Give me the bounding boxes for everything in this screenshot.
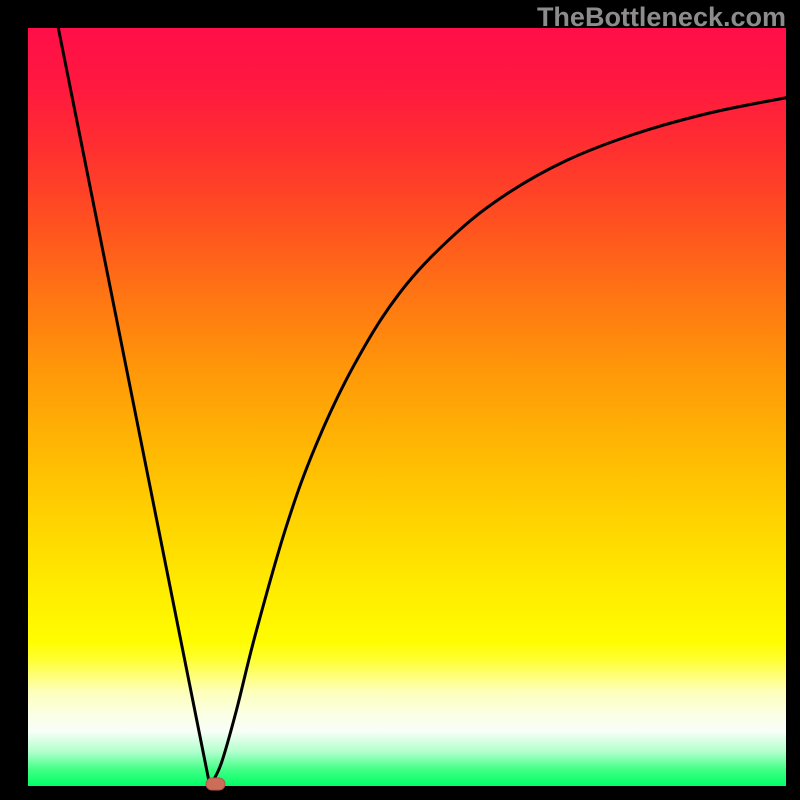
plot-area — [28, 28, 786, 786]
chart-container: TheBottleneck.com — [0, 0, 800, 800]
